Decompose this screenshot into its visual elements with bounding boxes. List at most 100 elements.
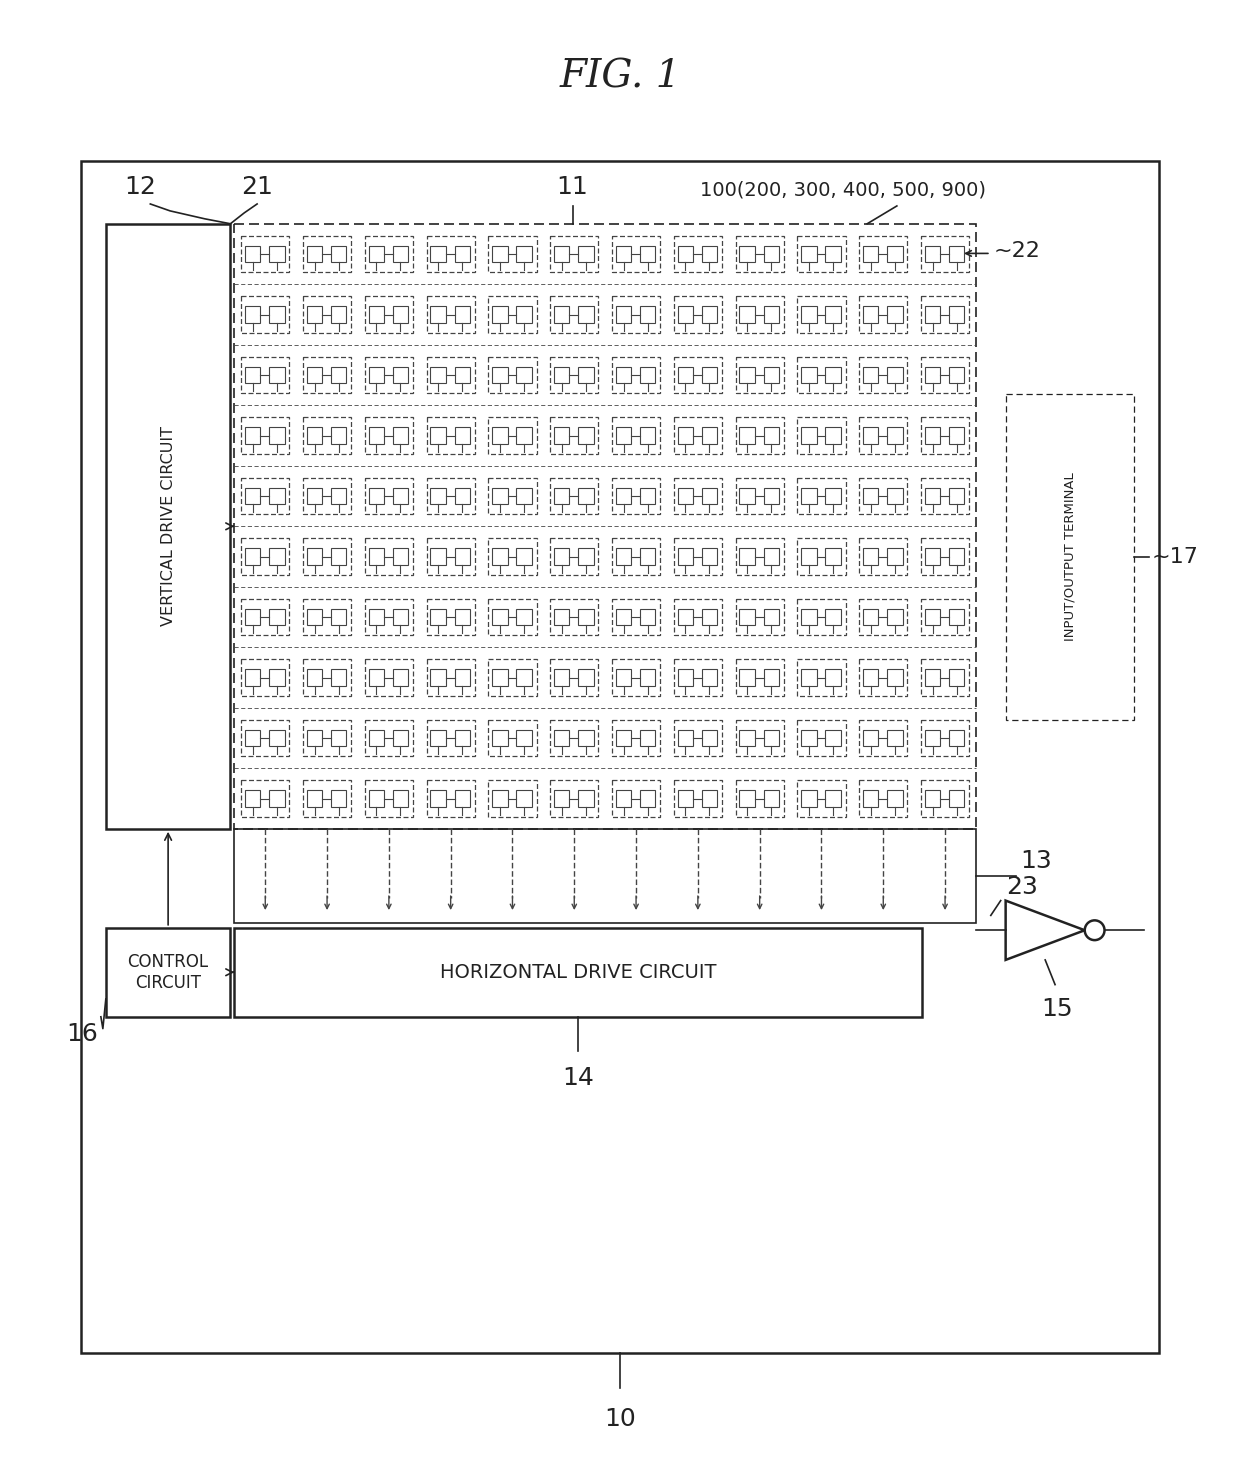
Bar <box>489 235 537 272</box>
Bar <box>764 427 779 443</box>
Bar <box>368 730 384 746</box>
Bar <box>303 538 351 575</box>
Bar <box>863 246 878 262</box>
Bar <box>368 246 384 262</box>
Bar <box>613 659 660 696</box>
Bar <box>489 659 537 696</box>
Bar <box>489 781 537 817</box>
Bar <box>826 670 841 686</box>
Bar <box>673 538 722 575</box>
Bar <box>331 307 346 323</box>
Bar <box>393 730 408 746</box>
Text: VERTICAL DRIVE CIRCUIT: VERTICAL DRIVE CIRCUIT <box>161 427 176 626</box>
Bar <box>887 548 903 564</box>
Bar <box>306 488 322 504</box>
Bar <box>455 608 470 626</box>
Bar <box>925 307 940 323</box>
Bar <box>554 791 569 807</box>
Bar <box>241 599 289 636</box>
Bar <box>735 478 784 515</box>
Text: CONTROL
CIRCUIT: CONTROL CIRCUIT <box>128 953 208 991</box>
Bar <box>241 478 289 515</box>
Bar <box>925 548 940 564</box>
Bar <box>613 417 660 453</box>
Bar <box>368 307 384 323</box>
Bar <box>303 659 351 696</box>
Bar <box>739 730 755 746</box>
Bar <box>673 719 722 756</box>
Bar <box>826 307 841 323</box>
Bar <box>455 488 470 504</box>
Bar <box>764 246 779 262</box>
Bar <box>489 719 537 756</box>
Bar <box>616 488 631 504</box>
Bar <box>578 608 594 626</box>
Bar <box>640 670 656 686</box>
Bar <box>551 478 599 515</box>
Bar <box>735 357 784 393</box>
Bar <box>921 719 970 756</box>
Bar <box>554 246 569 262</box>
Bar <box>1006 393 1135 721</box>
Bar <box>492 670 507 686</box>
Bar <box>365 235 413 272</box>
Bar <box>368 427 384 443</box>
Bar <box>801 670 817 686</box>
Bar <box>306 608 322 626</box>
Bar <box>826 548 841 564</box>
Bar <box>613 357 660 393</box>
Bar <box>702 246 717 262</box>
Bar <box>702 791 717 807</box>
Bar <box>797 235 846 272</box>
Bar <box>921 235 970 272</box>
Bar <box>303 719 351 756</box>
Bar <box>269 608 284 626</box>
Bar <box>427 417 475 453</box>
Bar <box>735 719 784 756</box>
Bar <box>551 781 599 817</box>
Bar <box>640 608 656 626</box>
Bar <box>859 235 908 272</box>
Bar <box>455 791 470 807</box>
Bar <box>331 548 346 564</box>
Bar <box>797 478 846 515</box>
Bar <box>735 417 784 453</box>
Bar <box>764 608 779 626</box>
Bar <box>241 781 289 817</box>
Bar <box>797 659 846 696</box>
Bar <box>393 488 408 504</box>
Bar <box>702 730 717 746</box>
Bar <box>551 599 599 636</box>
Text: ~17: ~17 <box>1152 547 1199 567</box>
Bar <box>640 548 656 564</box>
Bar <box>554 307 569 323</box>
Bar <box>764 307 779 323</box>
Bar <box>921 357 970 393</box>
Bar <box>739 548 755 564</box>
Bar <box>365 781 413 817</box>
Bar <box>702 367 717 383</box>
Bar <box>430 608 446 626</box>
Bar <box>613 719 660 756</box>
Bar <box>673 478 722 515</box>
Bar <box>702 670 717 686</box>
Bar <box>269 246 284 262</box>
Bar <box>368 791 384 807</box>
Bar <box>246 427 260 443</box>
Bar <box>241 719 289 756</box>
Bar <box>516 670 532 686</box>
Bar <box>430 548 446 564</box>
Bar <box>859 478 908 515</box>
Bar <box>489 297 537 333</box>
Bar <box>925 246 940 262</box>
Bar <box>306 730 322 746</box>
Bar <box>887 488 903 504</box>
Bar <box>303 478 351 515</box>
Bar <box>616 548 631 564</box>
Bar <box>578 246 594 262</box>
Bar <box>578 427 594 443</box>
Bar <box>677 246 693 262</box>
Bar <box>455 246 470 262</box>
Bar <box>427 599 475 636</box>
Bar <box>393 548 408 564</box>
